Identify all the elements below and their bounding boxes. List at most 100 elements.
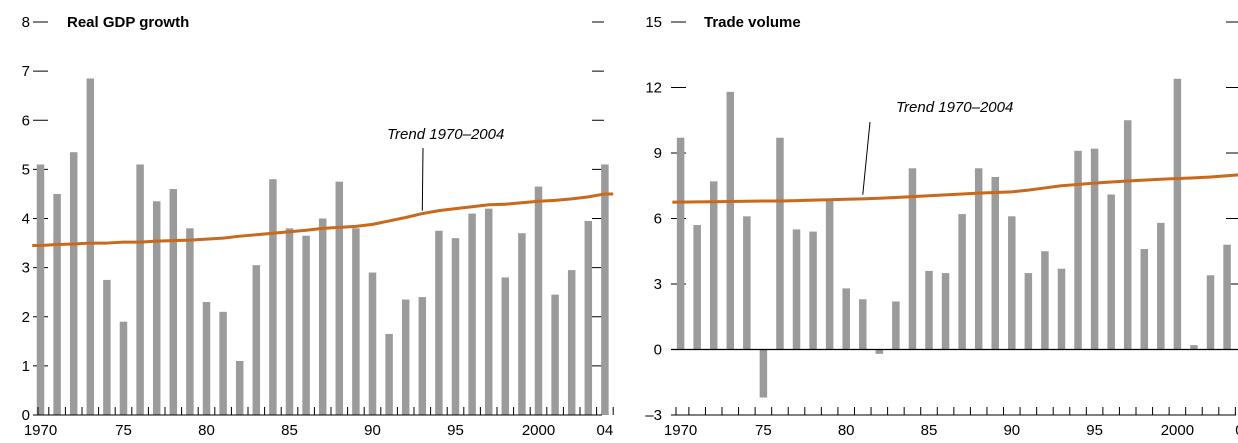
trade-bar (1190, 345, 1198, 350)
trade-bar (1107, 194, 1115, 350)
trade-bar (1024, 273, 1033, 350)
gdp-bar (451, 238, 460, 415)
gdp-ytick-label: 3 (22, 260, 30, 277)
gdp-bar (518, 233, 526, 415)
gdp-xtick-label: 75 (115, 422, 132, 438)
gdp-bar (468, 213, 476, 415)
trade-bar (1008, 216, 1016, 350)
trade-bar (1074, 150, 1082, 350)
trade-bar (974, 168, 983, 350)
gdp-bar (584, 220, 593, 415)
gdp-trend-line (32, 192, 614, 248)
trade-xtick-label: 2000 (1161, 422, 1194, 438)
trade-trend-annotation: Trend 1970–2004 (896, 99, 1013, 116)
trade-ytick-label: –3 (645, 407, 662, 424)
trade-bar (1157, 222, 1165, 350)
gdp-bar (401, 299, 410, 415)
gdp-bar (335, 181, 344, 415)
trade-bar (1041, 251, 1049, 350)
trade-bar (875, 349, 884, 354)
trade-bar (925, 270, 933, 350)
gdp-bar (302, 235, 310, 415)
gdp-chart: Real GDP growth 0 1 2 3 4 5 6 7 8 1970 75 80 85 90 95 20… (22, 14, 614, 439)
gdp-bar (235, 360, 244, 415)
trade-bar (1057, 268, 1066, 350)
trade-title: Trade volume (704, 14, 801, 31)
trade-xtick-label: 04 (1235, 422, 1238, 438)
trade-trend-line (672, 173, 1238, 204)
trade-bar (743, 216, 751, 350)
gdp-ytick-label: 4 (22, 211, 30, 228)
gdp-ytick-label: 7 (22, 63, 30, 80)
trade-bar (709, 181, 718, 350)
gdp-bar (385, 333, 393, 415)
gdp-bar (285, 228, 294, 415)
gdp-bar (269, 179, 277, 415)
trade-bar (693, 225, 701, 350)
trade-ytick-label: 6 (654, 211, 662, 228)
gdp-ytick-label: 0 (22, 407, 30, 424)
gdp-bar (53, 193, 61, 415)
trade-ytick-label: 3 (654, 276, 662, 293)
gdp-bar (368, 272, 377, 415)
gdp-annotation-leader (421, 147, 424, 211)
gdp-bar (136, 164, 144, 415)
trade-bar (908, 168, 917, 350)
gdp-bar (352, 228, 360, 415)
trade-ytick-label: 9 (654, 145, 662, 162)
gdp-bar (152, 201, 161, 415)
gdp-bar (501, 277, 510, 415)
gdp-bar (103, 279, 111, 415)
gdp-bar (186, 228, 194, 415)
trade-bar (726, 91, 735, 350)
gdp-bar (36, 164, 45, 415)
gdp-xtick-label: 80 (198, 422, 215, 438)
gdp-bar (202, 302, 211, 415)
trade-chart: Trade volume –3 0 3 6 9 12 15 1970 75 80 85 90 95 2000… (645, 14, 1238, 439)
gdp-bar (601, 164, 609, 415)
trade-bar (991, 177, 999, 350)
gdp-trend-annotation: Trend 1970–2004 (387, 126, 504, 143)
trade-ytick-label: 12 (645, 80, 662, 97)
trade-bar (859, 299, 867, 350)
trade-xtick-label: 75 (755, 422, 772, 438)
trade-xtick-label: 90 (1003, 422, 1020, 438)
gdp-ytick-label: 6 (22, 112, 30, 129)
gdp-xtick-label: 2000 (522, 422, 555, 438)
trade-annotation-leader (862, 121, 871, 195)
gdp-bar (435, 230, 443, 415)
trade-bar (776, 137, 784, 350)
trade-bar (1173, 78, 1182, 350)
gdp-bar (418, 297, 427, 415)
gdp-xtick-label: 1970 (24, 422, 57, 438)
gdp-bar (534, 186, 543, 415)
gdp-bar (69, 152, 78, 415)
gdp-bar (551, 294, 559, 415)
gdp-bar (318, 218, 327, 415)
trade-xtick-label: 85 (921, 422, 938, 438)
gdp-ytick-label: 5 (22, 161, 30, 178)
trade-xtick-label: 1970 (664, 422, 697, 438)
gdp-bar (567, 270, 576, 415)
trade-ytick-label: 15 (645, 14, 662, 31)
trade-bar (792, 229, 801, 350)
gdp-xtick-label: 04 (597, 422, 614, 438)
trade-xtick-label: 80 (838, 422, 855, 438)
trade-bar (1140, 249, 1149, 350)
gdp-bar (252, 265, 261, 415)
gdp-xtick-label: 90 (364, 422, 381, 438)
gdp-xtick-label: 95 (447, 422, 464, 438)
trade-bar (825, 201, 834, 350)
trade-bar (958, 214, 966, 350)
trade-bar (759, 349, 768, 398)
gdp-bar (219, 311, 227, 415)
gdp-ytick-label: 8 (22, 14, 30, 31)
trade-bar (892, 301, 900, 350)
gdp-xtick-label: 85 (281, 422, 298, 438)
trade-bar (809, 231, 817, 350)
gdp-ytick-label: 1 (22, 358, 30, 375)
trade-bar (1206, 275, 1215, 350)
gdp-bar (119, 321, 128, 415)
